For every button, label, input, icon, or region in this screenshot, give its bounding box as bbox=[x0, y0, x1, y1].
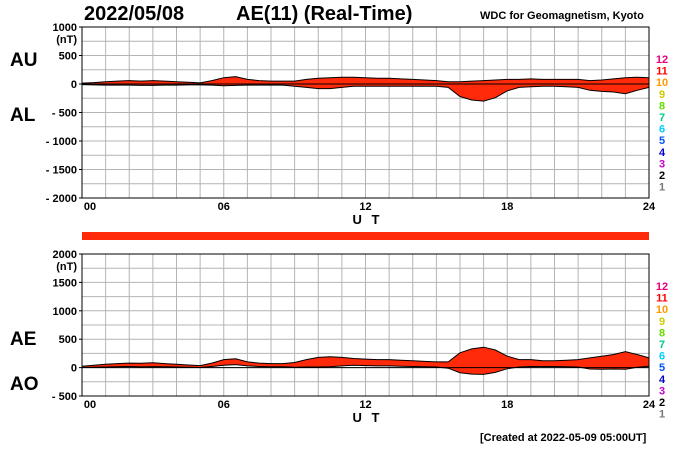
station-legend-10: 10 bbox=[656, 304, 668, 316]
x-tick-label: 18 bbox=[501, 201, 513, 213]
station-legend-9: 9 bbox=[659, 89, 665, 101]
station-legend-11: 11 bbox=[656, 293, 668, 305]
station-legend-9: 9 bbox=[659, 316, 665, 328]
y-tick-label: 0 bbox=[71, 363, 77, 375]
envelope-fill-au-al bbox=[82, 76, 649, 102]
y-tick-label: 1500 bbox=[53, 277, 77, 289]
source-label: WDC for Geomagnetism, Kyoto bbox=[480, 10, 644, 22]
y-unit-label: (nT) bbox=[56, 261, 77, 273]
station-legend-12: 12 bbox=[656, 281, 668, 293]
series-label-au: AU bbox=[10, 50, 37, 71]
x-tick-label: 12 bbox=[359, 399, 371, 411]
y-tick-label: - 1500 bbox=[46, 165, 77, 177]
data-coverage-bar bbox=[82, 232, 649, 240]
station-legend-1: 1 bbox=[659, 409, 665, 421]
station-legend-4: 4 bbox=[659, 374, 666, 386]
y-tick-label: - 1000 bbox=[46, 136, 77, 148]
station-legend-7: 7 bbox=[659, 112, 665, 124]
station-legend-6: 6 bbox=[659, 351, 665, 363]
series-label-al: AL bbox=[10, 105, 36, 126]
y-tick-label: 0 bbox=[71, 79, 77, 91]
x-tick-label: 24 bbox=[643, 399, 656, 411]
y-tick-label: 500 bbox=[59, 51, 77, 63]
y-tick-label: 1000 bbox=[53, 306, 77, 318]
x-tick-label: 06 bbox=[218, 399, 230, 411]
x-axis-label: U T bbox=[353, 212, 383, 227]
station-legend-5: 5 bbox=[659, 135, 665, 147]
series-line-ao bbox=[81, 364, 650, 375]
x-tick-label: 06 bbox=[218, 201, 230, 213]
station-legend-5: 5 bbox=[659, 362, 665, 374]
created-timestamp: [Created at 2022-05-09 05:00UT] bbox=[480, 432, 647, 444]
station-legend-4: 4 bbox=[659, 147, 666, 159]
x-axis-label: U T bbox=[353, 410, 383, 425]
station-legend-8: 8 bbox=[659, 100, 665, 112]
station-legend-1: 1 bbox=[659, 182, 665, 194]
station-legend-12: 12 bbox=[656, 54, 668, 66]
y-tick-label: 2000 bbox=[53, 249, 77, 261]
series-label-ae: AE bbox=[10, 329, 36, 350]
plot-frame bbox=[81, 253, 650, 397]
y-tick-label: - 500 bbox=[52, 391, 77, 403]
y-tick-label: - 2000 bbox=[46, 193, 77, 205]
series-line-al bbox=[81, 84, 650, 102]
y-unit-label: (nT) bbox=[56, 34, 77, 46]
date-label: 2022/05/08 bbox=[84, 3, 185, 25]
y-tick-label: - 500 bbox=[52, 108, 77, 120]
station-legend-10: 10 bbox=[656, 77, 668, 89]
y-tick-label: 500 bbox=[59, 334, 77, 346]
series-line-ae bbox=[81, 346, 650, 367]
station-legend-8: 8 bbox=[659, 327, 665, 339]
x-tick-label: 00 bbox=[84, 201, 96, 213]
series-label-ao: AO bbox=[10, 374, 39, 395]
y-tick-label: 1000 bbox=[53, 22, 77, 34]
station-legend-11: 11 bbox=[656, 66, 668, 78]
station-legend-6: 6 bbox=[659, 124, 665, 136]
station-legend-7: 7 bbox=[659, 339, 665, 351]
x-tick-label: 24 bbox=[643, 201, 656, 213]
series-line-au bbox=[81, 76, 650, 84]
x-tick-label: 18 bbox=[501, 399, 513, 411]
station-legend-2: 2 bbox=[659, 397, 665, 409]
x-tick-label: 00 bbox=[84, 399, 96, 411]
station-legend-3: 3 bbox=[659, 385, 665, 397]
chart-title: AE(11) (Real-Time) bbox=[236, 3, 413, 25]
station-legend-3: 3 bbox=[659, 158, 665, 170]
x-tick-label: 12 bbox=[359, 201, 371, 213]
station-legend-2: 2 bbox=[659, 170, 665, 182]
